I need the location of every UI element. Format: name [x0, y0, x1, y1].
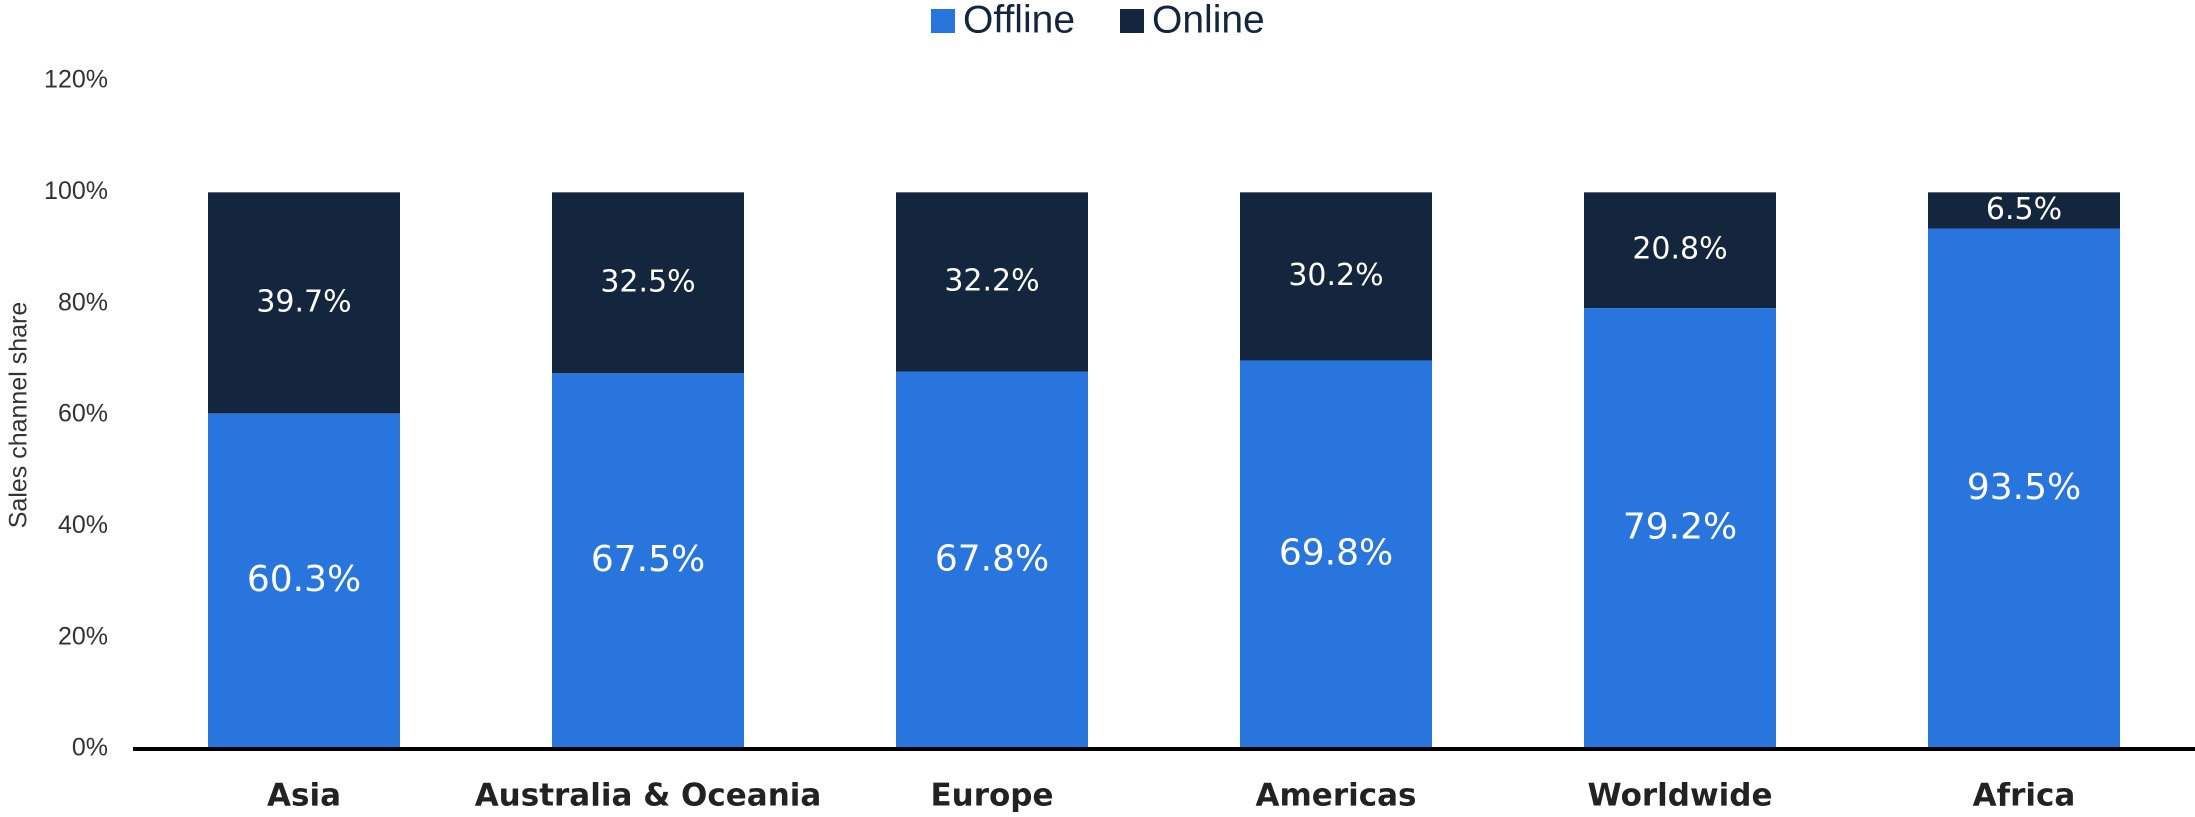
x-tick-label: Asia — [267, 778, 341, 814]
x-tick-label: Europe — [930, 778, 1053, 814]
data-label: 32.5% — [600, 264, 695, 299]
data-label: 69.8% — [1279, 533, 1393, 574]
data-label: 79.2% — [1623, 507, 1737, 548]
y-tick-label: 20% — [58, 622, 108, 650]
data-label: 93.5% — [1967, 467, 2081, 508]
bar-segment — [552, 373, 744, 749]
x-tick-label: Americas — [1256, 778, 1417, 814]
data-label: 60.3% — [247, 559, 361, 600]
legend-swatch — [1120, 9, 1144, 33]
y-tick-label: 60% — [58, 400, 108, 428]
bar-segment — [896, 371, 1088, 749]
y-axis-label: Sales channel share — [5, 302, 33, 529]
y-tick-label: 0% — [72, 734, 108, 762]
y-tick-label: 100% — [44, 177, 108, 205]
y-tick-label: 80% — [58, 288, 108, 316]
bar-segment — [1240, 360, 1432, 749]
bar-segment — [208, 192, 400, 414]
y-tick-label: 120% — [44, 66, 108, 94]
data-label: 32.2% — [944, 263, 1039, 298]
data-label: 39.7% — [256, 284, 351, 319]
x-tick-label: Australia & Oceania — [475, 778, 822, 814]
bar-segment — [896, 192, 1088, 372]
data-label: 20.8% — [1632, 232, 1727, 267]
bar-segment — [1240, 192, 1432, 361]
data-label: 67.5% — [591, 539, 705, 580]
bar-segment — [208, 413, 400, 749]
data-label: 6.5% — [1986, 192, 2062, 227]
bar-segment — [552, 192, 744, 374]
legend-swatch — [931, 9, 955, 33]
data-label: 67.8% — [935, 538, 1049, 579]
x-tick-label: Worldwide — [1588, 778, 1773, 814]
legend-label: Online — [1152, 0, 1265, 41]
bar-segment — [1584, 308, 1776, 749]
y-tick-label: 40% — [58, 511, 108, 539]
data-label: 30.2% — [1288, 258, 1383, 293]
bar-segment — [1928, 192, 2120, 229]
x-tick-label: Africa — [1973, 778, 2076, 814]
legend-label: Offline — [963, 0, 1075, 41]
bar-segment — [1928, 228, 2120, 749]
bar-segment — [1584, 192, 1776, 309]
